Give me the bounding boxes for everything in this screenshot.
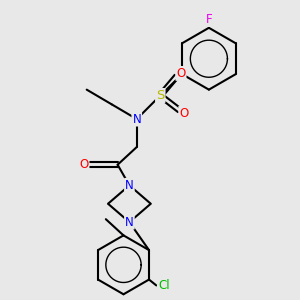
Text: N: N xyxy=(125,216,134,229)
Text: N: N xyxy=(132,112,141,126)
Text: O: O xyxy=(79,158,88,171)
Text: S: S xyxy=(156,89,164,102)
Text: O: O xyxy=(176,67,185,80)
Text: O: O xyxy=(179,107,188,120)
Text: Cl: Cl xyxy=(158,279,170,292)
Text: F: F xyxy=(206,13,212,26)
Text: N: N xyxy=(125,179,134,192)
